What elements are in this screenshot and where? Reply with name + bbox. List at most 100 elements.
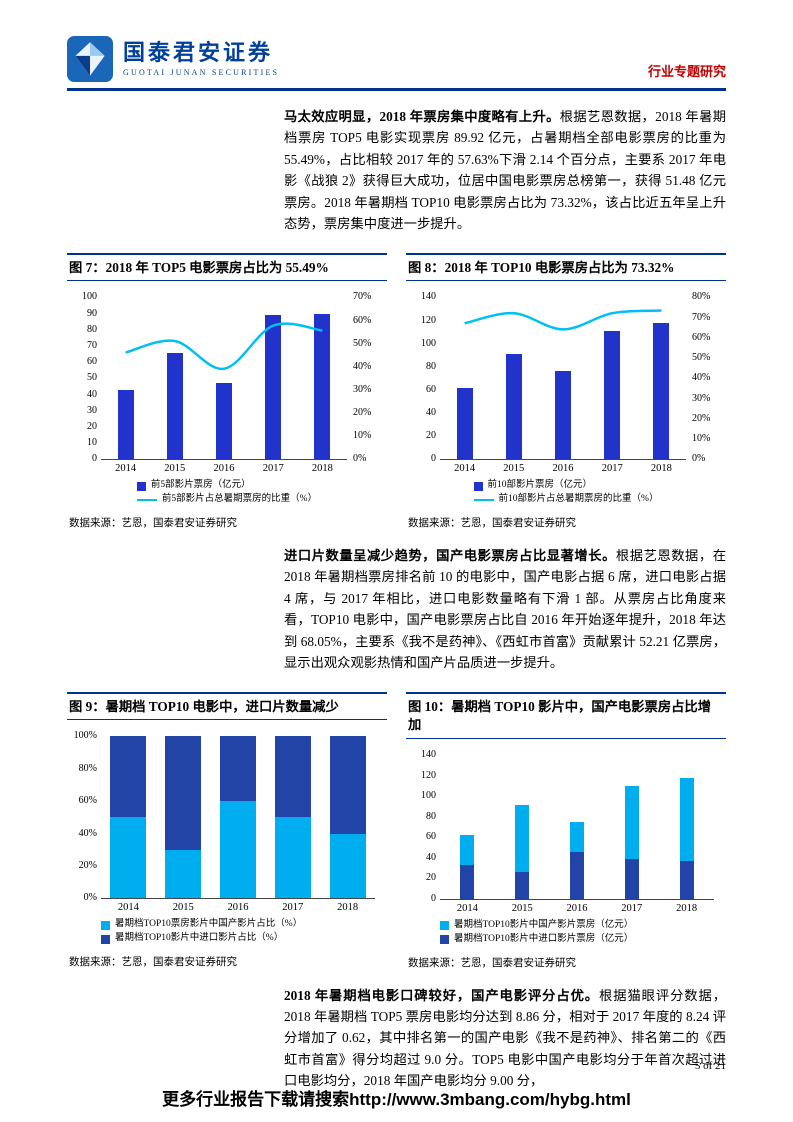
figure-8-legend: 前10部影片票房（亿元） 前10部影片占总暑期票房的比重（%） <box>473 479 659 507</box>
y-axis-label: 140 <box>421 748 436 760</box>
bar <box>604 330 621 460</box>
x-axis-label: 2018 <box>650 463 672 475</box>
y-axis-label: 60% <box>78 795 97 807</box>
x-axis-line <box>101 459 347 461</box>
paragraph-3: 2018 年暑期档电影口碑较好，国产电影评分占优。根据猫眼评分数据，2018 年… <box>284 985 726 1092</box>
stacked-bar-segment <box>624 785 639 859</box>
stacked-bar-segment <box>274 736 311 818</box>
bar <box>653 322 670 460</box>
secondary-y-axis-label: 60% <box>692 331 711 343</box>
brand-subtitle: GUOTAI JUNAN SECURITIES <box>123 67 280 77</box>
legend-item: 前5部影片票房（亿元） <box>136 479 317 493</box>
y-axis-label: 20% <box>78 859 97 871</box>
legend-label: 暑期档TOP10影片中国产影片票房（亿元） <box>454 919 634 930</box>
paragraph-1-body: 根据艺恩数据，2018 年暑期档票房 TOP5 电影实现票房 89.92 亿元，… <box>284 109 726 232</box>
legend-swatch <box>473 481 483 491</box>
paragraph-2-lead: 进口片数量呈减少趋势，国产电影票房占比显著增长。 <box>284 547 616 563</box>
figure-10-title: 图 10：暑期档 TOP10 影片中，国产电影票房占比增加 <box>406 691 726 739</box>
x-axis-label: 2018 <box>337 902 359 914</box>
secondary-y-axis-label: 10% <box>353 430 372 442</box>
figure-10: 图 10：暑期档 TOP10 影片中，国产电影票房占比增加 0 20 40 60 80 1… <box>406 691 726 970</box>
y-axis-label: 60 <box>87 356 97 368</box>
y-axis-label: 0 <box>431 892 436 904</box>
legend-swatch <box>440 935 449 945</box>
legend-item: 前10部影片票房（亿元） <box>473 479 659 493</box>
x-axis-label: 2016 <box>213 463 235 475</box>
figure-9-title: 图 9：暑期档 TOP10 电影中，进口片数量减少 <box>67 691 387 721</box>
stacked-bar-segment <box>679 777 694 861</box>
paragraph-2-body: 根据艺恩数据，在 2018 年暑期档票房排名前 10 的电影中，国产电影占据 6… <box>284 547 727 671</box>
stacked-bar-segment <box>165 736 202 850</box>
figure-7: 图 7：2018 年 TOP5 电影票房占比为 55.49% 0 10 20 30 40… <box>67 252 387 530</box>
figure-8: 图 8：2018 年 TOP10 电影票房占比为 73.32% 0 20 40 60 8… <box>406 252 726 530</box>
figure-9-plot: 0% 20% 40% 60% 80% 100% 2014 2015 2016 2017 2018 <box>67 726 387 916</box>
x-axis-label: 2016 <box>552 463 574 475</box>
y-axis-label: 20 <box>426 430 436 442</box>
secondary-y-axis-label: 0% <box>353 453 367 465</box>
figure-9: 图 9：暑期档 TOP10 电影中，进口片数量减少 0% 20% 40% 60% 80%… <box>67 691 387 970</box>
x-axis-label: 2015 <box>164 463 186 475</box>
x-axis-label: 2017 <box>601 463 623 475</box>
secondary-y-axis-label: 80% <box>692 291 711 303</box>
x-axis-label: 2014 <box>454 463 476 475</box>
y-axis-label: 100 <box>421 790 436 802</box>
y-axis-label: 40 <box>87 388 97 400</box>
stacked-bar-segment <box>570 851 584 899</box>
y-axis-label: 10 <box>87 437 97 449</box>
download-note: 更多行业报告下载请搜索http://www.3mbang.com/hybg.ht… <box>162 1090 631 1109</box>
brand-name: 国泰君安证券 <box>123 40 274 66</box>
bar <box>117 389 134 460</box>
secondary-y-axis-label: 0% <box>692 453 706 465</box>
secondary-y-axis-label: 20% <box>353 407 372 419</box>
y-axis-label: 60 <box>426 383 436 395</box>
x-axis-label: 2015 <box>172 902 194 914</box>
legend-swatch <box>440 921 449 931</box>
figure-9-source: 数据来源：艺恩，国泰君安证券研究 <box>69 956 237 968</box>
y-axis-label: 0% <box>83 892 97 904</box>
y-axis-label: 20 <box>87 421 97 433</box>
stacked-bar-segment <box>220 736 256 802</box>
legend-label: 暑期档TOP10影片中进口影片票房（亿元） <box>454 933 634 944</box>
figure-7-plot: 0 10 20 30 40 50 60 70 80 90 100 0% 10% 20% 30% 40% 50% 6… <box>67 287 387 477</box>
legend-item: 暑期档TOP10影片中进口影片票房（亿元） <box>440 933 633 947</box>
stacked-bar-segment <box>274 817 311 899</box>
legend-item: 暑期档TOP10票房影片中国产影片占比（%） <box>101 918 302 932</box>
x-axis-label: 2016 <box>227 902 249 914</box>
figure-8-source: 数据来源：艺恩，国泰君安证券研究 <box>408 517 576 529</box>
y-axis-label: 140 <box>421 291 436 303</box>
stacked-bar-segment <box>110 817 147 899</box>
y-axis-label: 80% <box>78 762 97 774</box>
y-axis-label: 80 <box>426 360 436 372</box>
y-axis-label: 20 <box>426 872 436 884</box>
secondary-y-axis-label: 60% <box>353 314 372 326</box>
paragraph-2: 进口片数量呈减少趋势，国产电影票房占比显著增长。根据艺恩数据，在 2018 年暑… <box>284 545 726 674</box>
x-axis-label: 2014 <box>115 463 137 475</box>
stacked-bar-segment <box>329 833 366 899</box>
x-axis-label: 2014 <box>456 902 478 914</box>
legend-label: 前10部影片票房（亿元） <box>487 480 593 491</box>
guotai-junan-logo-icon <box>67 36 113 82</box>
secondary-y-axis-label: 70% <box>692 311 711 323</box>
chart-row-2: 图 9：暑期档 TOP10 电影中，进口片数量减少 0% 20% 40% 60% 80%… <box>67 691 726 970</box>
legend-item: 前5部影片占总暑期票房的比重（%） <box>136 493 318 507</box>
stacked-bar-segment <box>110 736 147 818</box>
figure-8-title: 图 8：2018 年 TOP10 电影票房占比为 73.32% <box>406 252 726 282</box>
bar <box>216 383 232 460</box>
secondary-y-axis-label: 30% <box>692 392 711 404</box>
brand: 国泰君安证券 GUOTAI JUNAN SECURITIES <box>67 36 279 82</box>
x-axis-label: 2015 <box>503 463 525 475</box>
report-type-label: 行业专题研究 <box>647 64 726 79</box>
legend-label: 前5部影片占总暑期票房的比重（%） <box>161 494 318 505</box>
y-axis-label: 120 <box>421 314 436 326</box>
bar <box>456 387 473 460</box>
paragraph-3-lead: 2018 年暑期档电影口碑较好，国产电影评分占优。 <box>284 987 600 1003</box>
x-axis-label: 2014 <box>117 902 139 914</box>
figure-10-legend: 暑期档TOP10影片中国产影片票房（亿元） 暑期档TOP10影片中进口影片票房（亿… <box>440 919 633 947</box>
secondary-y-axis-label: 70% <box>353 291 372 303</box>
y-axis-label: 40 <box>426 851 436 863</box>
secondary-y-axis-label: 50% <box>353 337 372 349</box>
header-divider <box>67 88 726 91</box>
stacked-bar-segment <box>570 821 584 852</box>
x-axis-line <box>440 898 714 900</box>
y-axis-label: 50 <box>87 372 97 384</box>
